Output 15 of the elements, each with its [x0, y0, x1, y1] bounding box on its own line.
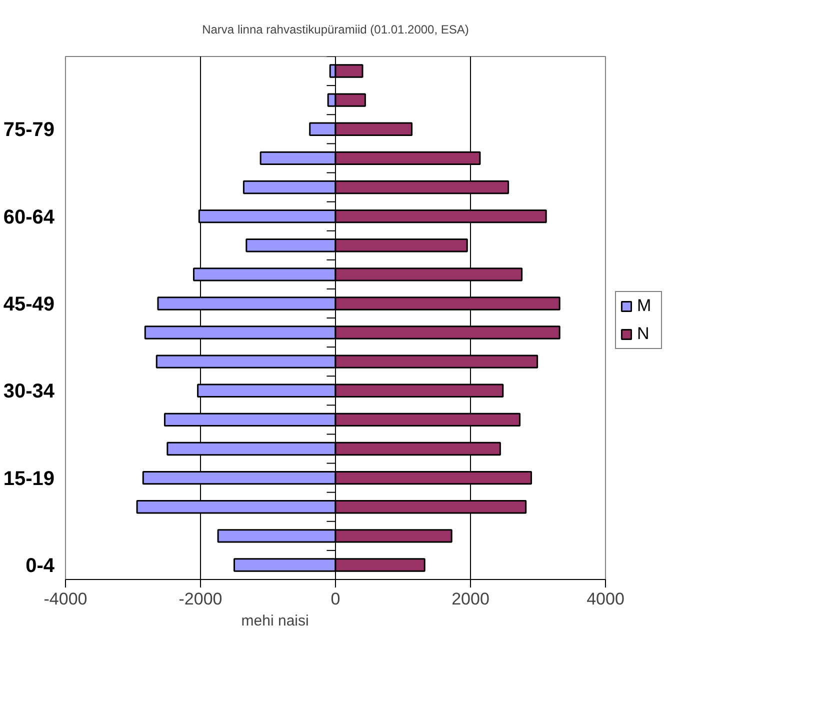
- y-tick-label: 75-79: [3, 119, 55, 142]
- chart-title: Narva linna rahvastikupüramiid (01.01.2000, ESA): [202, 22, 469, 36]
- x-tick-label: 0: [330, 590, 340, 608]
- x-tick-label: 4000: [586, 590, 624, 608]
- x-axis-title: mehi naisi: [241, 612, 309, 630]
- legend-label: N: [637, 324, 650, 344]
- x-tick-label: -2000: [178, 590, 222, 608]
- y-tick-label: 60-64: [3, 206, 56, 228]
- x-tick-label: 2000: [452, 590, 490, 608]
- y-tick-label: 45-49: [3, 293, 55, 316]
- x-tick-label: -4000: [44, 590, 88, 608]
- y-tick-label: 0-4: [26, 554, 56, 577]
- y-tick-label: 30-34: [3, 380, 56, 403]
- y-tick-label: 15-19: [3, 468, 55, 490]
- legend-label: M: [637, 296, 652, 316]
